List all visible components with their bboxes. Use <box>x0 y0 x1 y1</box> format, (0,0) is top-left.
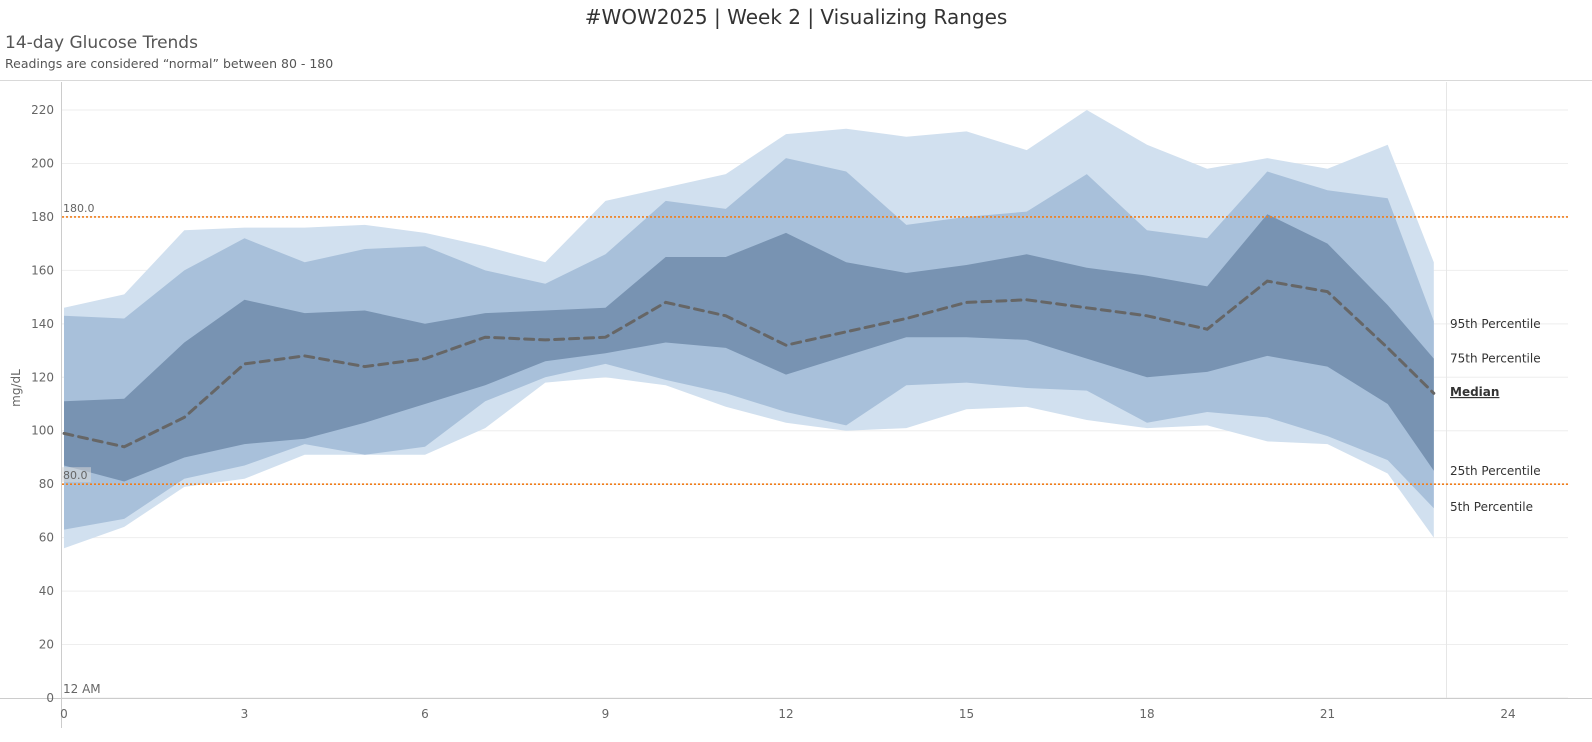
series-label-5th-percentile: 5th Percentile <box>1450 500 1533 514</box>
y-tick-label-20: 20 <box>39 638 54 652</box>
reference-label-80: 80.0 <box>63 469 88 482</box>
y-axis-title: mg/dL <box>9 369 23 407</box>
series-label-median: Median <box>1450 385 1499 399</box>
y-tick-label-220: 220 <box>31 103 54 117</box>
axes: 0 20 40 60 80 100 120 140 160 180 200 220 0 3 6 9 12 15 18… <box>0 82 1592 728</box>
x-tick-label-21: 21 <box>1320 707 1335 721</box>
x-tick-label-12: 12 <box>778 707 793 721</box>
chart-heading: 14-day Glucose Trends <box>5 33 198 53</box>
x-tick-label-9: 9 <box>602 707 610 721</box>
reference-lines: 180.0 80.0 <box>61 202 1568 485</box>
series-labels: 95th Percentile 75th Percentile Median 25th… <box>1450 317 1541 514</box>
x-tick-label-0: 0 <box>60 707 68 721</box>
header-divider <box>0 80 1592 81</box>
y-tick-label-180: 180 <box>31 210 54 224</box>
series-label-95th-percentile: 95th Percentile <box>1450 317 1541 331</box>
x-tick-label-15: 15 <box>959 707 974 721</box>
y-tick-label-160: 160 <box>31 263 54 277</box>
y-tick-label-0: 0 <box>46 691 54 705</box>
x-tick-label-18: 18 <box>1139 707 1154 721</box>
series-label-25th-percentile: 25th Percentile <box>1450 464 1541 478</box>
band-inner <box>64 214 1434 482</box>
x-tick-label-6: 6 <box>421 707 429 721</box>
y-tick-label-40: 40 <box>39 584 54 598</box>
chart-subtitle: Readings are considered “normal” between… <box>5 56 334 71</box>
reference-label-bg-80 <box>61 467 91 483</box>
x-tick-label-24: 24 <box>1500 707 1515 721</box>
x-start-label: 12 AM <box>63 682 101 696</box>
y-tick-label-60: 60 <box>39 531 54 545</box>
reference-label-180: 180.0 <box>63 202 95 215</box>
y-tick-label-80: 80 <box>39 477 54 491</box>
median-line-layer <box>62 279 1436 449</box>
page-title: #WOW2025 | Week 2 | Visualizing Ranges <box>584 5 1008 29</box>
y-tick-label-120: 120 <box>31 370 54 384</box>
y-tick-label-200: 200 <box>31 156 54 170</box>
x-tick-label-3: 3 <box>241 707 249 721</box>
y-tick-label-140: 140 <box>31 317 54 331</box>
y-tick-label-100: 100 <box>31 424 54 438</box>
median-line <box>62 279 1436 449</box>
percentile-bands <box>64 110 1434 549</box>
series-label-75th-percentile: 75th Percentile <box>1450 352 1541 366</box>
